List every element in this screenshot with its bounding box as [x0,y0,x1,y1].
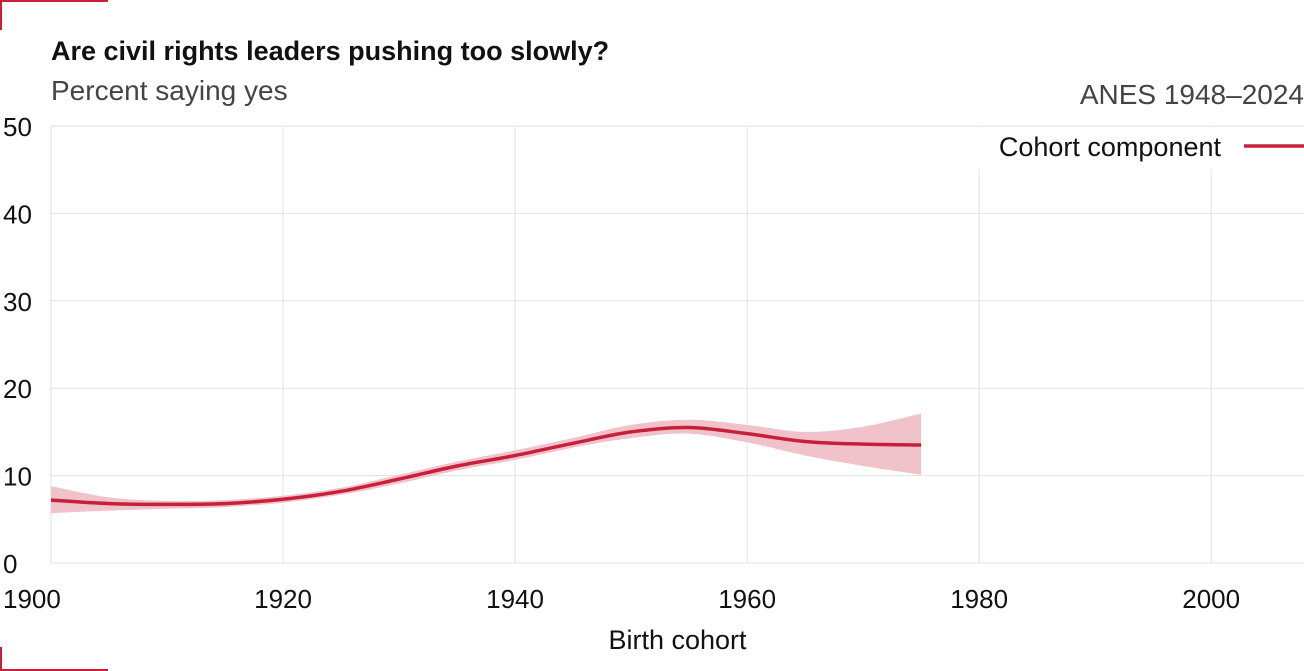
y-tick-label: 50 [3,112,32,142]
confidence-band-layer [51,413,922,514]
y-tick-label: 0 [3,549,17,579]
series-line-0 [50,425,922,507]
corner-mark-top [0,0,108,30]
chart-title: Are civil rights leaders pushing too slo… [51,36,610,66]
y-tick-label: 40 [3,199,32,229]
x-axis-label: Birth cohort [608,625,747,655]
x-tick-label: 1900 [3,584,61,614]
x-tick-label: 1980 [950,584,1008,614]
y-tick-label: 30 [3,287,32,317]
data-source-label: ANES 1948–2024 [1079,79,1304,110]
y-tick-label: 20 [3,374,32,404]
confidence-band [51,413,922,514]
x-tick-label: 1940 [486,584,544,614]
grid-layer [50,125,1304,564]
axis-layer: 0 10 20 30 40 50 1900 1920 1940 1960 1980 2000 Birth… [3,112,1240,655]
legend-label: Cohort component [999,132,1222,162]
chart-subtitle: Percent saying yes [51,75,288,106]
y-tick-label: 10 [3,462,32,492]
x-tick-label: 1920 [254,584,312,614]
x-tick-label: 1960 [718,584,776,614]
legend-background [965,128,1304,170]
legend: Cohort component [965,128,1304,170]
x-tick-label: 2000 [1182,584,1240,614]
corner-mark-bottom [0,647,108,671]
series-line-layer [50,425,922,507]
